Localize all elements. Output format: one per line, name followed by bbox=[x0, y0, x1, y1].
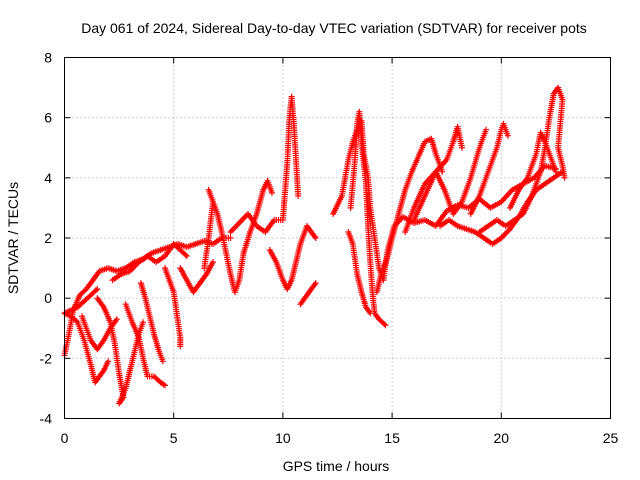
series-satellite-tracks bbox=[61, 84, 568, 407]
track-7-markers bbox=[162, 265, 184, 350]
y-tick-label: -2 bbox=[40, 350, 53, 366]
track-22-markers bbox=[507, 129, 559, 211]
track-9-markers bbox=[201, 177, 275, 296]
track-15-markers bbox=[345, 229, 374, 317]
x-tick-label: 10 bbox=[275, 430, 291, 446]
x-tick-label: 15 bbox=[384, 430, 400, 446]
x-tick-label: 0 bbox=[61, 430, 69, 446]
track-10-markers bbox=[227, 93, 302, 235]
y-tick-label: 6 bbox=[44, 110, 52, 126]
chart-title: Day 061 of 2024, Sidereal Day-to-day VTE… bbox=[81, 20, 587, 36]
y-tick-label: 8 bbox=[44, 50, 52, 66]
track-6-markers bbox=[137, 280, 166, 365]
track-2-markers bbox=[61, 310, 112, 386]
track-24-markers bbox=[109, 241, 190, 284]
y-tick-label: -4 bbox=[40, 411, 53, 427]
y-tick-label: 2 bbox=[44, 230, 52, 246]
x-tick-label: 20 bbox=[494, 430, 510, 446]
axes: 0 5 10 15 20 25 -4 -2 0 2 4 6 8 bbox=[40, 50, 619, 447]
track-14-markers bbox=[347, 108, 389, 329]
track-8-markers bbox=[177, 259, 216, 296]
track-4-markers bbox=[94, 295, 147, 407]
x-axis-label: GPS time / hours bbox=[283, 458, 390, 474]
y-axis-label: SDTVAR / TECUs bbox=[5, 182, 21, 294]
track-16-markers bbox=[373, 135, 446, 296]
track-5-markers bbox=[122, 301, 168, 389]
track-18-markers bbox=[410, 123, 465, 223]
track-20-markers bbox=[467, 120, 511, 217]
track-23-markers bbox=[61, 286, 101, 317]
track-12-markers bbox=[297, 280, 319, 308]
x-tick-label: 5 bbox=[170, 430, 178, 446]
track-11-markers bbox=[266, 223, 319, 293]
y-tick-label: 0 bbox=[44, 290, 52, 306]
y-tick-label: 4 bbox=[44, 170, 52, 186]
data-layer bbox=[61, 84, 568, 407]
x-tick-label: 25 bbox=[603, 430, 619, 446]
track-3-markers bbox=[79, 313, 120, 353]
